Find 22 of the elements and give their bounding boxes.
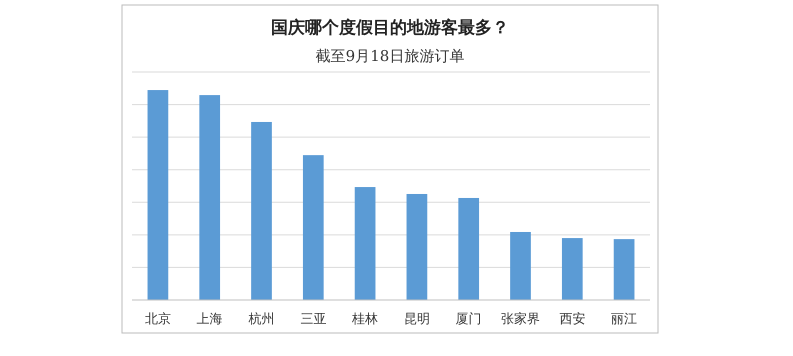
chart-title: 国庆哪个度假目的地游客最多？: [271, 18, 509, 38]
x-tick-label: 三亚: [300, 312, 326, 327]
bar: [251, 122, 272, 300]
x-tick-label: 丽江: [611, 312, 638, 327]
bar: [302, 155, 324, 300]
bar: [199, 95, 220, 300]
bar: [562, 238, 583, 300]
x-tick-label: 北京: [144, 312, 171, 327]
x-tick-label: 西安: [559, 311, 586, 327]
bar: [614, 239, 634, 300]
x-tick-label: 上海: [196, 312, 223, 327]
bar: [148, 90, 168, 300]
x-tick-label: 张家界: [501, 311, 540, 327]
x-tick-label: 昆明: [404, 312, 430, 327]
x-tick-label: 杭州: [248, 312, 274, 327]
bar: [458, 198, 480, 300]
bar: [354, 187, 376, 300]
bar: [510, 232, 531, 300]
chart-subtitle: 截至9月18日旅游订单: [316, 47, 464, 65]
x-tick-label: 桂林: [351, 312, 378, 327]
bar: [406, 194, 428, 300]
x-tick-label: 厦门: [456, 311, 482, 327]
